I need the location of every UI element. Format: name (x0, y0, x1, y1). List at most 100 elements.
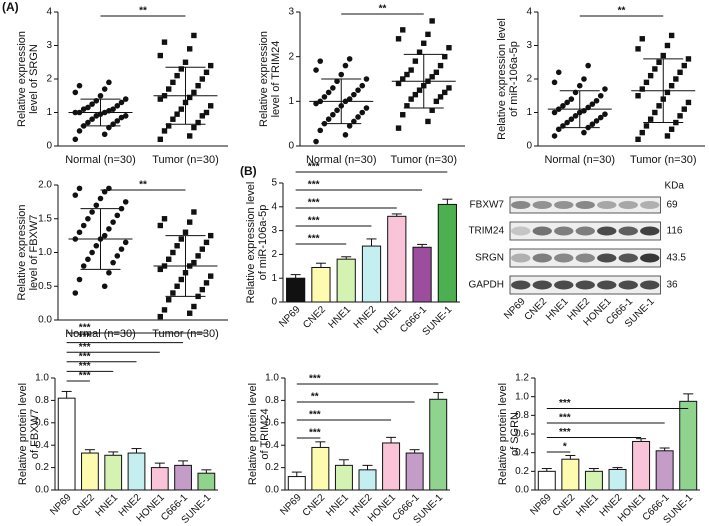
data-point (106, 269, 112, 276)
y-tick-label: 0.2 (265, 462, 279, 473)
data-point (664, 89, 671, 96)
data-point (72, 89, 79, 96)
data-point (191, 32, 197, 39)
data-point (635, 93, 641, 99)
significance-label: ** (139, 180, 147, 191)
data-point (647, 72, 654, 79)
y-axis-label: of miR-106a-5p (508, 41, 520, 117)
data-point (178, 276, 184, 283)
significance-label: *** (559, 398, 571, 409)
significance-label: *** (308, 216, 320, 227)
data-point (313, 100, 319, 107)
data-point (404, 71, 410, 78)
data-point (89, 209, 95, 215)
y-axis-label: Relative protein level (497, 383, 509, 485)
data-point (72, 136, 79, 143)
data-point (93, 202, 100, 209)
data-point (593, 97, 600, 104)
data-point (560, 103, 566, 109)
lane-label: HNE1 (544, 296, 571, 323)
y-tick-label: 2 (271, 249, 277, 260)
significance-label: *** (79, 371, 91, 382)
data-point (359, 82, 366, 89)
y-tick-label: 0.5 (38, 281, 52, 292)
y-tick-label: 1 (526, 107, 532, 118)
significance-label: *** (79, 323, 91, 334)
y-tick-label: 3 (271, 225, 277, 236)
blot-band (618, 280, 638, 290)
data-point (681, 62, 687, 69)
x-tick-label: CNE2 (70, 492, 97, 519)
panel-label: (A) (2, 0, 19, 14)
kda-label: 43.5 (667, 253, 687, 264)
y-tick-label: 1.0 (515, 391, 529, 402)
data-point (76, 229, 83, 236)
y-tick-label: 0.0 (38, 315, 52, 326)
bar (387, 215, 407, 303)
blot-band (640, 226, 660, 236)
data-point (122, 113, 129, 119)
x-tick-label: Tumor (n=30) (152, 328, 219, 340)
data-point (635, 46, 641, 52)
data-point (199, 113, 205, 119)
bar (584, 470, 603, 491)
data-point (330, 111, 336, 118)
data-point (187, 133, 193, 139)
data-point (89, 116, 95, 122)
data-point (395, 80, 402, 87)
data-point (664, 42, 671, 49)
data-point (395, 125, 402, 131)
y-axis-label: Relative protein level (247, 383, 259, 485)
blot-band (575, 226, 595, 236)
data-point (85, 119, 91, 126)
data-point (157, 52, 163, 59)
blot-band (532, 226, 552, 236)
data-point (346, 123, 353, 129)
data-point (114, 103, 121, 109)
significance-label: ** (618, 6, 626, 17)
data-point (652, 109, 658, 116)
significance-label: ** (139, 6, 147, 17)
data-point (442, 53, 448, 60)
blot-band (575, 253, 595, 263)
data-point (317, 58, 324, 64)
bar (679, 400, 698, 491)
data-point (118, 246, 125, 252)
lane-label: CNE2 (523, 296, 550, 323)
data-point (317, 127, 324, 134)
data-point (93, 113, 100, 119)
bar (311, 446, 330, 491)
data-point (639, 129, 645, 136)
data-point (555, 69, 562, 76)
data-point (208, 62, 214, 69)
data-point (106, 226, 112, 232)
data-point (93, 242, 100, 249)
y-tick-label: 0.0 (515, 485, 529, 496)
data-point (80, 106, 87, 112)
y-axis-label: Relative expression (16, 31, 28, 127)
data-point (72, 192, 79, 198)
blot-band (640, 280, 660, 290)
bar (127, 452, 146, 491)
data-point (325, 89, 332, 96)
significance-label: *** (559, 427, 571, 438)
data-point (106, 79, 112, 86)
data-point (325, 116, 332, 122)
x-tick-label: NP69 (48, 492, 74, 518)
y-tick-label: 0 (526, 141, 532, 152)
blot-band (554, 226, 574, 236)
bar (437, 203, 457, 303)
blot-band (597, 280, 617, 290)
panel-label: (B) (240, 164, 257, 178)
data-point (643, 123, 650, 129)
bar (287, 476, 306, 491)
data-point (400, 76, 406, 82)
data-point (191, 209, 197, 215)
significance-label: *** (308, 234, 320, 245)
data-point (652, 66, 658, 72)
data-point (433, 69, 440, 75)
y-tick-label: 0.6 (265, 417, 279, 428)
data-point (351, 91, 357, 98)
blot-band (597, 253, 617, 263)
